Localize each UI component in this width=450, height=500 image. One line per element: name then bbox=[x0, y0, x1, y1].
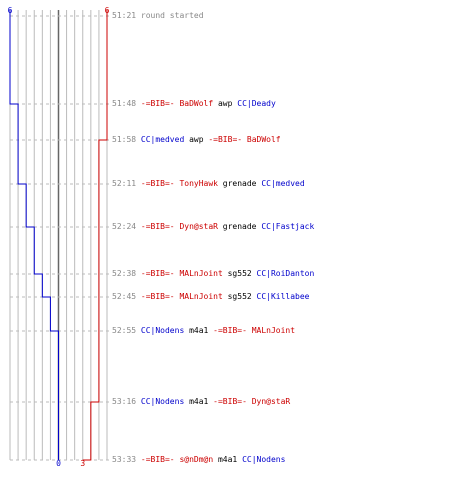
blue-bottom-label: 0 bbox=[56, 459, 61, 468]
event-row: 52:11 -=BIB=- TonyHawk grenade CC|medved bbox=[112, 179, 305, 189]
event-player: CC|Deady bbox=[237, 99, 276, 108]
series-labels: 6 6 0 3 bbox=[8, 6, 110, 468]
red-top-label: 6 bbox=[105, 6, 110, 15]
event-weapon: awp bbox=[184, 135, 209, 144]
event-row: 52:38 -=BIB=- MALnJoint sg552 CC|RoiDant… bbox=[112, 269, 314, 279]
event-row: 52:55 CC|Nodens m4a1 -=BIB=- MALnJoint bbox=[112, 326, 295, 336]
event-player: CC|Nodens bbox=[140, 326, 185, 335]
event-time: 53:16 bbox=[112, 397, 141, 406]
event-player: -=BIB=- s@nDm@n bbox=[140, 455, 214, 464]
event-player: -=BIB=- TonyHawk bbox=[140, 179, 218, 188]
event-player: CC|RoiDanton bbox=[256, 269, 315, 278]
event-player: -=BIB=- BaDWolf bbox=[208, 135, 281, 144]
series-line-red bbox=[82, 10, 108, 461]
event-weapon: m4a1 bbox=[184, 397, 214, 406]
event-time: 52:11 bbox=[112, 179, 141, 188]
event-row: 53:33 -=BIB=- s@nDm@n m4a1 CC|Nodens bbox=[112, 455, 285, 465]
event-player: CC|medved bbox=[261, 179, 305, 188]
event-player: -=BIB=- MALnJoint bbox=[213, 326, 296, 335]
event-row: 51:58 CC|medved awp -=BIB=- BaDWolf bbox=[112, 135, 281, 145]
event-player: -=BIB=- Dyn@staR bbox=[140, 222, 218, 231]
event-note: round started bbox=[140, 11, 204, 20]
event-weapon: m4a1 bbox=[213, 455, 243, 464]
event-player: CC|Killabee bbox=[256, 292, 310, 301]
event-weapon: m4a1 bbox=[184, 326, 214, 335]
chart-grid bbox=[9, 10, 108, 460]
event-row: 52:24 -=BIB=- Dyn@staR grenade CC|Fastja… bbox=[112, 222, 314, 232]
event-time: 51:21 bbox=[112, 11, 141, 20]
event-row: 53:16 CC|Nodens m4a1 -=BIB=- Dyn@staR bbox=[112, 397, 290, 407]
event-time: 51:48 bbox=[112, 99, 141, 108]
event-weapon: grenade bbox=[217, 222, 262, 231]
event-weapon: sg552 bbox=[222, 269, 257, 278]
event-time: 52:55 bbox=[112, 326, 141, 335]
series-line-blue bbox=[9, 10, 59, 460]
event-time: 52:45 bbox=[112, 292, 141, 301]
event-time: 52:24 bbox=[112, 222, 141, 231]
event-row: 51:48 -=BIB=- BaDWolf awp CC|Deady bbox=[112, 99, 276, 109]
event-player: -=BIB=- MALnJoint bbox=[140, 269, 223, 278]
event-player: -=BIB=- MALnJoint bbox=[140, 292, 223, 301]
event-player: -=BIB=- BaDWolf bbox=[140, 99, 214, 108]
event-weapon: awp bbox=[213, 99, 238, 108]
event-dash-lines bbox=[10, 15, 109, 461]
blue-top-label: 6 bbox=[8, 6, 13, 15]
series-lines bbox=[9, 10, 108, 461]
event-row: 51:21 round started bbox=[112, 11, 204, 21]
event-player: CC|Fastjack bbox=[261, 222, 315, 231]
event-player: -=BIB=- Dyn@staR bbox=[213, 397, 291, 406]
event-player: CC|Nodens bbox=[140, 397, 185, 406]
event-time: 51:58 bbox=[112, 135, 141, 144]
event-player: CC|medved bbox=[140, 135, 185, 144]
event-weapon: sg552 bbox=[222, 292, 257, 301]
red-bottom-label: 3 bbox=[80, 459, 85, 468]
event-row: 52:45 -=BIB=- MALnJoint sg552 CC|Killabe… bbox=[112, 292, 310, 302]
event-time: 53:33 bbox=[112, 455, 141, 464]
event-player: CC|Nodens bbox=[242, 455, 286, 464]
event-weapon: grenade bbox=[217, 179, 262, 188]
event-time: 52:38 bbox=[112, 269, 141, 278]
